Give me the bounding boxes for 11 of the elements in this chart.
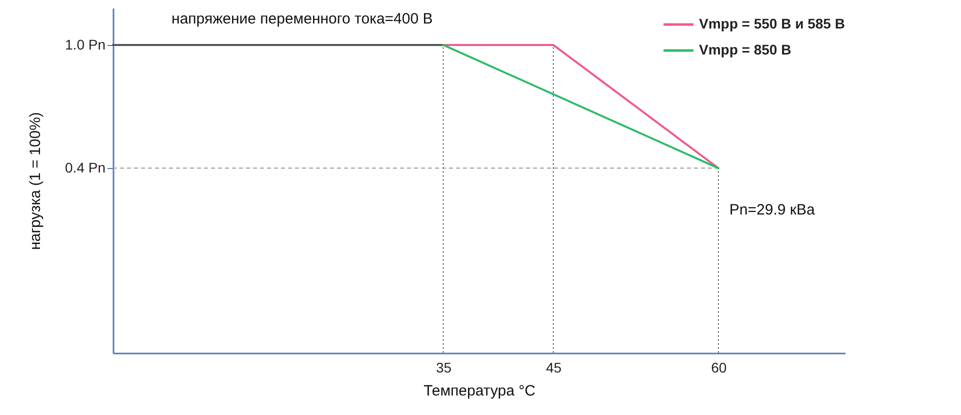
- y-tick-label: 0.4 Pn: [65, 160, 106, 176]
- legend-label: Vmpp = 550 В и 585 В: [699, 16, 845, 32]
- annotation: Pn=29.9 кВа: [729, 201, 816, 218]
- annotation: напряжение переменного тока=400 В: [172, 10, 433, 28]
- x-axis-title: Температура °C: [424, 382, 536, 400]
- x-tick-label: 35: [436, 360, 452, 376]
- x-tick-label: 45: [546, 360, 562, 376]
- legend-label: Vmpp = 850 В: [699, 42, 792, 58]
- y-axis-title: нагрузка (1 = 100%): [27, 112, 44, 250]
- y-tick-label: 1.0 Pn: [65, 36, 106, 52]
- x-tick-label: 60: [711, 360, 727, 376]
